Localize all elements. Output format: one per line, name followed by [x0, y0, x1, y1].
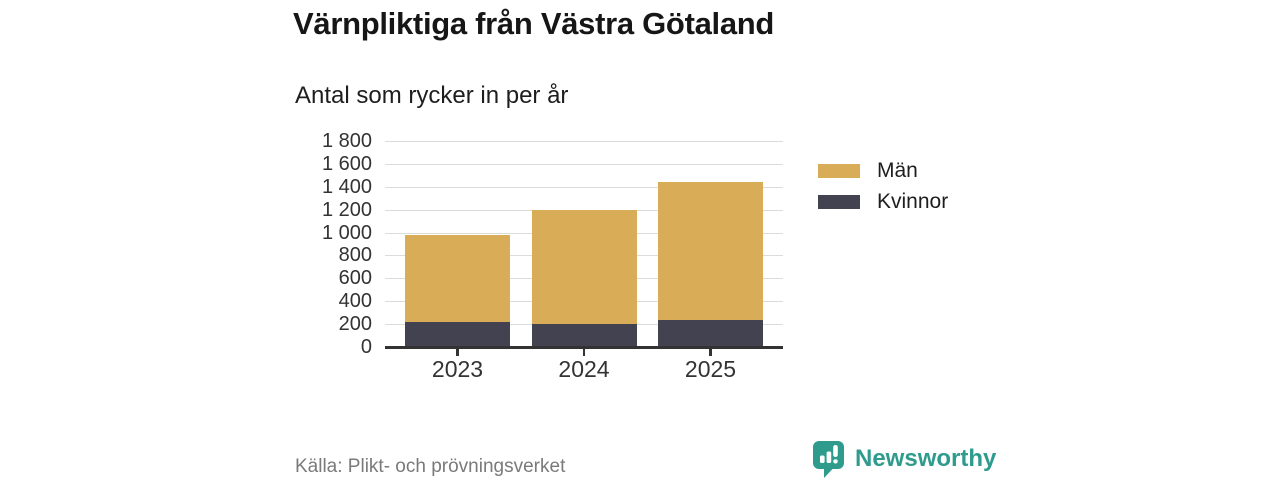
brand-name: Newsworthy: [855, 445, 997, 472]
x-tick: [582, 349, 586, 356]
x-axis-line: [385, 346, 783, 349]
gridline: [385, 141, 783, 142]
newsworthy-logo-icon: [813, 441, 844, 478]
y-tick-label: 1 600: [321, 152, 372, 175]
y-tick-label: 0: [360, 336, 372, 358]
x-tick-label: 2025: [684, 356, 737, 382]
page-title: Värnpliktiga från Västra Götaland: [293, 6, 775, 41]
bar-2025-kvinnor: [658, 320, 763, 347]
bar-2023-kvinnor: [405, 322, 510, 347]
y-tick-label: 1 800: [321, 130, 372, 152]
x-axis-labels: 2023 2024 2025: [385, 356, 783, 386]
y-tick-label: 1 400: [321, 175, 372, 198]
legend-item-women: Kvinnor: [818, 189, 948, 215]
brand-logo: Newsworthy: [812, 440, 996, 478]
bar-2025-män: [658, 182, 763, 321]
legend: Män Kvinnor: [818, 158, 948, 220]
bar-2024-män: [531, 209, 637, 324]
legend-label-men: Män: [877, 159, 918, 182]
x-tick: [709, 349, 712, 356]
y-tick-label: 600: [338, 267, 372, 290]
y-axis-labels: 0 200 400 600 800 1 000 1 200 1 400 1 600 1 800: [277, 130, 372, 358]
plot-area: [385, 141, 783, 356]
chart-subtitle: Antal som rycker in per år: [295, 82, 569, 109]
legend-swatch-men-icon: [818, 164, 860, 178]
y-tick-label: 1 200: [321, 198, 372, 221]
gridline: [385, 186, 783, 188]
gridline: [385, 163, 783, 165]
y-tick-label: 200: [338, 313, 372, 336]
y-tick-label: 400: [338, 290, 372, 313]
bar-2023-män: [405, 234, 510, 323]
x-tick-label: 2024: [558, 356, 610, 382]
legend-item-men: Män: [818, 158, 948, 184]
bar-2024-kvinnor: [531, 323, 637, 347]
legend-label-women: Kvinnor: [877, 190, 949, 213]
legend-swatch-women-icon: [818, 195, 860, 209]
y-tick-label: 800: [338, 244, 372, 267]
x-tick-label: 2023: [431, 356, 484, 382]
x-tick: [456, 349, 459, 356]
source-note: Källa: Plikt- och prövningsverket: [295, 456, 566, 477]
y-tick-label: 1 000: [321, 221, 372, 244]
